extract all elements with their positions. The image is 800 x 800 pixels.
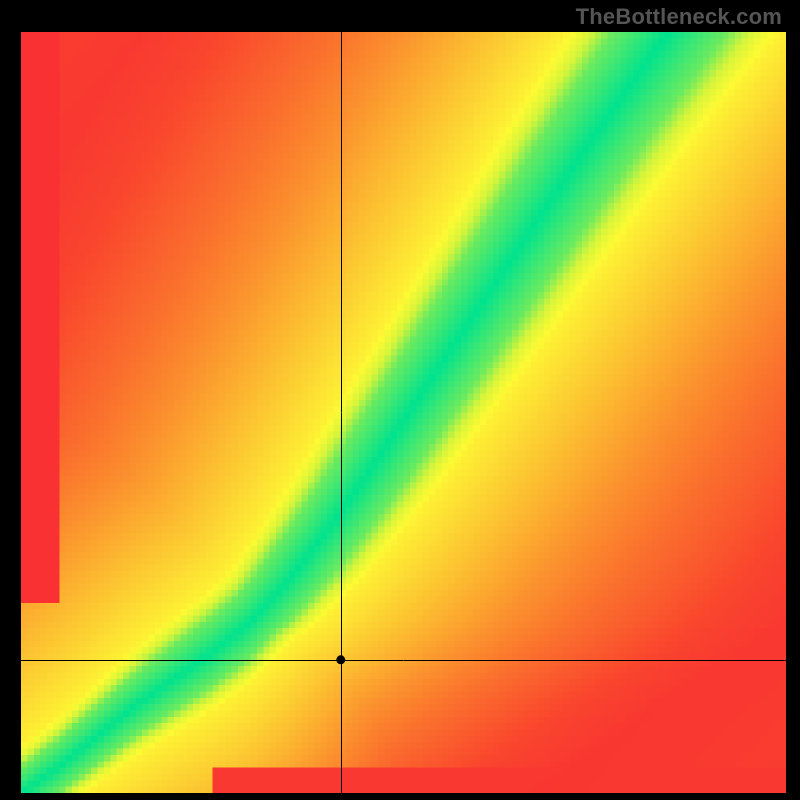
watermark-text: TheBottleneck.com [576, 4, 782, 30]
crosshair-overlay [0, 0, 800, 800]
chart-container: TheBottleneck.com [0, 0, 800, 800]
